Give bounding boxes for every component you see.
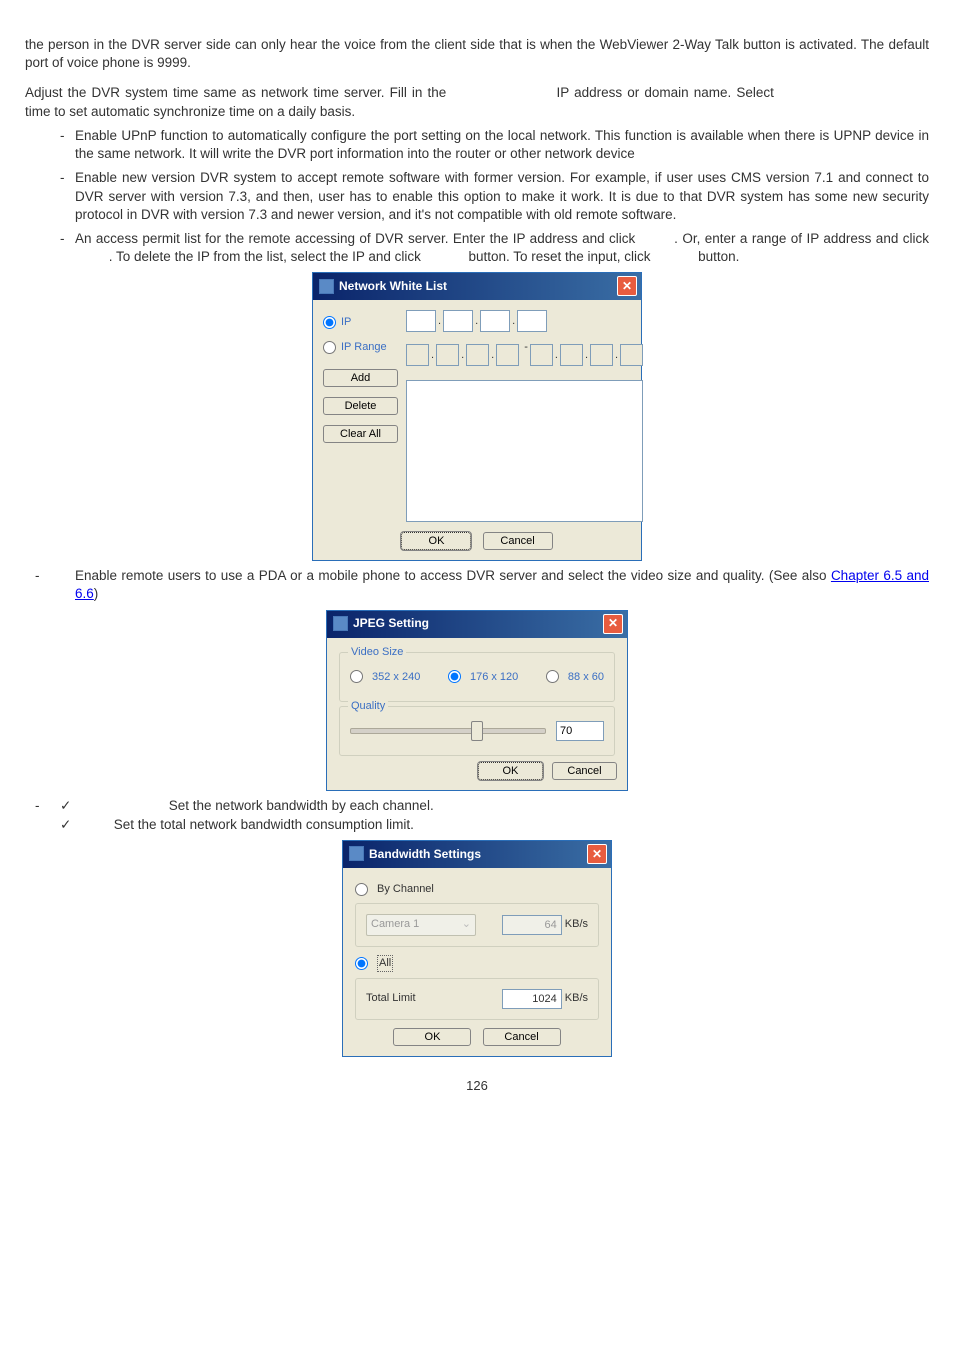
range-octet bbox=[530, 344, 553, 366]
range-octet bbox=[466, 344, 489, 366]
ip-range-radio[interactable]: IP Range bbox=[323, 340, 398, 355]
dialog-title: JPEG Setting bbox=[353, 615, 429, 631]
range-octet bbox=[496, 344, 519, 366]
ip-label: IP bbox=[341, 315, 351, 330]
total-limit-text: Set the total network bandwidth consumpt… bbox=[114, 817, 414, 832]
cancel-button[interactable]: Cancel bbox=[552, 762, 617, 780]
dialog-titlebar: Bandwidth Settings ✕ bbox=[343, 841, 611, 868]
network-white-list-dialog: Network White List ✕ IP IP Range Add Del… bbox=[312, 272, 642, 561]
kb-label: KB/s bbox=[565, 991, 588, 1006]
dash-bullet: - bbox=[60, 230, 65, 248]
ip-octet-2[interactable] bbox=[443, 310, 473, 332]
dialog-titlebar: JPEG Setting ✕ bbox=[327, 611, 627, 638]
total-label: Total Limit bbox=[366, 991, 416, 1006]
camera-bandwidth-value: 64 bbox=[502, 915, 562, 935]
quality-label: Quality bbox=[348, 699, 388, 714]
delete-button[interactable]: Delete bbox=[323, 397, 398, 415]
text: . To delete the IP from the list, select… bbox=[109, 249, 425, 264]
text: . Or, enter a range of IP address and cl… bbox=[674, 231, 929, 246]
bandwidth-settings-dialog: Bandwidth Settings ✕ By Channel Camera 1… bbox=[342, 840, 612, 1057]
range-octet bbox=[560, 344, 583, 366]
close-icon[interactable]: ✕ bbox=[587, 844, 607, 864]
dash-bullet: - bbox=[60, 169, 65, 187]
dialog-title: Bandwidth Settings bbox=[369, 846, 481, 862]
quality-value[interactable] bbox=[556, 721, 604, 741]
label: 352 x 240 bbox=[372, 670, 420, 685]
close-icon[interactable]: ✕ bbox=[617, 276, 637, 296]
video-size-group: Video Size 352 x 240 176 x 120 88 x 60 bbox=[339, 652, 615, 703]
text: IP address or domain name. Select bbox=[557, 85, 774, 100]
text: Enable remote users to use a PDA or a mo… bbox=[75, 568, 831, 583]
chevron-down-icon: ⌄ bbox=[462, 917, 471, 932]
check-icon: ✓ bbox=[60, 816, 71, 834]
label: By Channel bbox=[377, 882, 434, 897]
range-octet bbox=[620, 344, 643, 366]
close-icon[interactable]: ✕ bbox=[603, 614, 623, 634]
text: time to set automatic synchronize time o… bbox=[25, 104, 355, 119]
ip-octet-3[interactable] bbox=[480, 310, 510, 332]
ip-octet-1[interactable] bbox=[406, 310, 436, 332]
quality-slider[interactable] bbox=[350, 728, 546, 734]
camera-select: Camera 1 ⌄ bbox=[366, 914, 476, 936]
intro-paragraph-1: the person in the DVR server side can on… bbox=[25, 36, 929, 72]
ip-octet-4[interactable] bbox=[517, 310, 547, 332]
size-352-radio[interactable]: 352 x 240 bbox=[350, 670, 420, 685]
ip-listbox[interactable] bbox=[406, 380, 643, 522]
whitelist-text: An access permit list for the remote acc… bbox=[75, 230, 929, 266]
ok-button[interactable]: OK bbox=[393, 1028, 471, 1046]
text: Adjust the DVR system time same as netwo… bbox=[25, 85, 451, 100]
ip-range-label: IP Range bbox=[341, 340, 387, 355]
upnp-text: Enable UPnP function to automatically co… bbox=[75, 127, 929, 163]
ip-radio[interactable]: IP bbox=[323, 315, 398, 330]
text: button. bbox=[698, 249, 739, 264]
by-channel-radio[interactable]: By Channel bbox=[355, 882, 601, 897]
kb-label: KB/s bbox=[565, 917, 588, 932]
label: 88 x 60 bbox=[568, 670, 604, 685]
total-group: Total Limit 1024 KB/s bbox=[355, 978, 599, 1020]
range-octet bbox=[436, 344, 459, 366]
camera-group: Camera 1 ⌄ 64 KB/s bbox=[355, 903, 599, 947]
range-octet bbox=[590, 344, 613, 366]
all-radio[interactable]: All bbox=[355, 955, 601, 972]
intro-paragraph-2: Adjust the DVR system time same as netwo… bbox=[25, 84, 929, 120]
text: button. To reset the input, click bbox=[468, 249, 654, 264]
dash-bullet: - bbox=[35, 567, 40, 585]
app-icon bbox=[349, 846, 364, 861]
label: All bbox=[377, 955, 393, 972]
label: 176 x 120 bbox=[470, 670, 518, 685]
text: ) bbox=[94, 586, 99, 601]
dialog-titlebar: Network White List ✕ bbox=[313, 273, 641, 300]
dash-bullet: - bbox=[35, 797, 40, 815]
camera-value: Camera 1 bbox=[371, 917, 419, 932]
add-button[interactable]: Add bbox=[323, 369, 398, 387]
cancel-button[interactable]: Cancel bbox=[483, 532, 553, 550]
total-bandwidth-value[interactable]: 1024 bbox=[502, 989, 562, 1009]
clear-all-button[interactable]: Clear All bbox=[323, 425, 398, 443]
size-176-radio[interactable]: 176 x 120 bbox=[448, 670, 518, 685]
size-88-radio[interactable]: 88 x 60 bbox=[546, 670, 604, 685]
video-size-label: Video Size bbox=[348, 645, 406, 660]
cancel-button[interactable]: Cancel bbox=[483, 1028, 561, 1046]
page-number: 126 bbox=[25, 1077, 929, 1095]
ok-button[interactable]: OK bbox=[478, 762, 543, 780]
app-icon bbox=[319, 279, 334, 294]
dash-bullet: - bbox=[60, 127, 65, 145]
jpeg-setting-dialog: JPEG Setting ✕ Video Size 352 x 240 176 … bbox=[326, 610, 628, 792]
app-icon bbox=[333, 616, 348, 631]
pda-text: Enable remote users to use a PDA or a mo… bbox=[75, 567, 929, 603]
compat-text: Enable new version DVR system to accept … bbox=[75, 169, 929, 224]
range-octet bbox=[406, 344, 429, 366]
check-icon: ✓ bbox=[60, 797, 71, 815]
text: An access permit list for the remote acc… bbox=[75, 231, 640, 246]
ok-button[interactable]: OK bbox=[401, 532, 471, 550]
by-channel-text: Set the network bandwidth by each channe… bbox=[169, 798, 434, 813]
dialog-title: Network White List bbox=[339, 278, 447, 294]
quality-group: Quality bbox=[339, 706, 615, 756]
